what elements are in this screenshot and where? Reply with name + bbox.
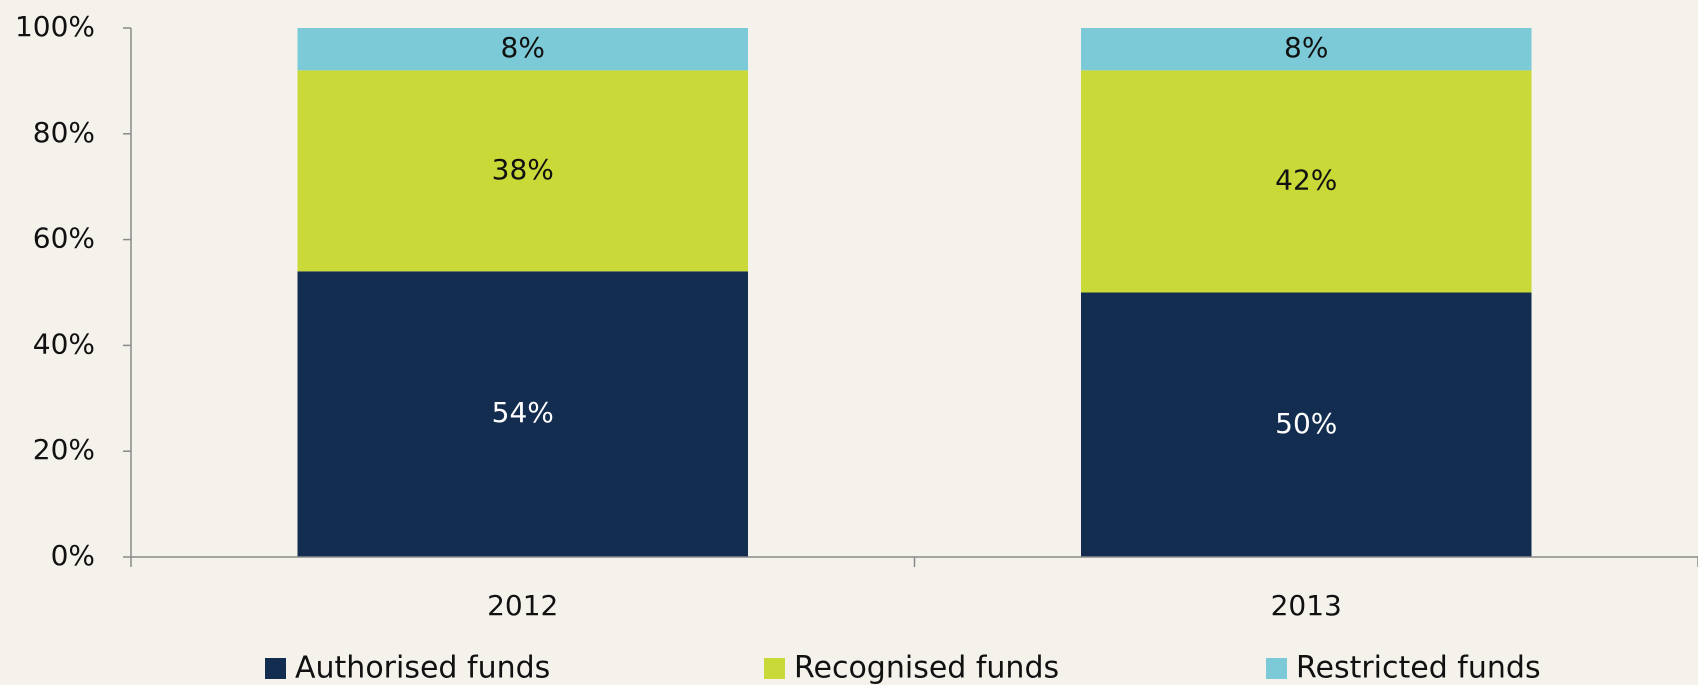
data-label: 54% (492, 396, 554, 429)
legend-swatch (265, 658, 286, 679)
y-tick-label: 60% (33, 222, 95, 255)
bar-segment (297, 271, 749, 557)
legend-swatch (1266, 658, 1287, 679)
y-tick-label: 40% (33, 327, 95, 360)
bar-segment (1080, 70, 1532, 293)
legend-label: Recognised funds (794, 651, 1059, 685)
bar-segment (297, 70, 749, 272)
y-tick-label: 100% (15, 10, 95, 43)
y-tick-label: 20% (33, 433, 95, 466)
bar-segment (1080, 292, 1532, 557)
legend-label: Authorised funds (295, 651, 550, 685)
data-label: 38% (492, 153, 554, 186)
bar-segment (297, 28, 749, 71)
data-label: 42% (1275, 163, 1337, 196)
bar-segment (1080, 28, 1532, 71)
data-label: 8% (501, 31, 545, 64)
y-tick-label: 0% (51, 539, 95, 572)
data-label: 8% (1284, 31, 1328, 64)
legend-label: Restricted funds (1296, 651, 1541, 685)
y-tick-label: 80% (33, 116, 95, 149)
x-tick-label: 2013 (1271, 589, 1342, 622)
data-label: 50% (1275, 407, 1337, 440)
x-tick-label: 2012 (487, 589, 558, 622)
legend-swatch (764, 658, 785, 679)
